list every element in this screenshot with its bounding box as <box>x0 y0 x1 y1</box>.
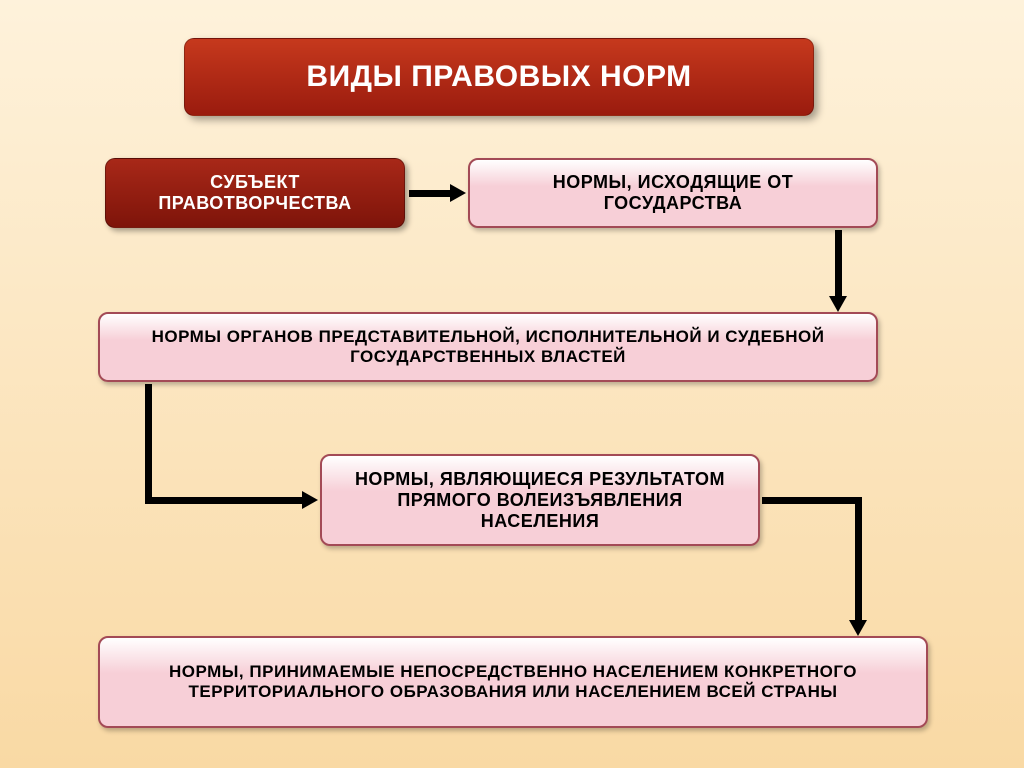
arrow-head-icon <box>450 184 466 202</box>
diagram-container: ВИДЫ ПРАВОВЫХ НОРМ СУБЪЕКТ ПРАВОТВОРЧЕСТ… <box>0 0 1024 768</box>
connector-line <box>855 500 862 620</box>
connector-line <box>145 384 152 504</box>
node-population: НОРМЫ, ПРИНИМАЕМЫЕ НЕПОСРЕДСТВЕННО НАСЕЛ… <box>98 636 928 728</box>
connector-line <box>409 190 450 197</box>
node-branches: НОРМЫ ОРГАНОВ ПРЕДСТАВИТЕЛЬНОЙ, ИСПОЛНИТ… <box>98 312 878 382</box>
connector-line <box>762 497 862 504</box>
node-population-text: НОРМЫ, ПРИНИМАЕМЫЕ НЕПОСРЕДСТВЕННО НАСЕЛ… <box>118 662 908 702</box>
arrow-head-icon <box>302 491 318 509</box>
node-direct-will: НОРМЫ, ЯВЛЯЮЩИЕСЯ РЕЗУЛЬТАТОМ ПРЯМОГО ВО… <box>320 454 760 546</box>
connector-line <box>835 230 842 296</box>
node-direct-will-text: НОРМЫ, ЯВЛЯЮЩИЕСЯ РЕЗУЛЬТАТОМ ПРЯМОГО ВО… <box>340 469 740 532</box>
slide-title: ВИДЫ ПРАВОВЫХ НОРМ <box>184 38 814 116</box>
arrow-head-icon <box>829 296 847 312</box>
node-subject-text: СУБЪЕКТ ПРАВОТВОРЧЕСТВА <box>124 172 386 214</box>
node-state-norms-text: НОРМЫ, ИСХОДЯЩИЕ ОТ ГОСУДАРСТВА <box>488 172 858 214</box>
node-state-norms: НОРМЫ, ИСХОДЯЩИЕ ОТ ГОСУДАРСТВА <box>468 158 878 228</box>
slide-title-text: ВИДЫ ПРАВОВЫХ НОРМ <box>306 60 691 94</box>
arrow-head-icon <box>849 620 867 636</box>
node-branches-text: НОРМЫ ОРГАНОВ ПРЕДСТАВИТЕЛЬНОЙ, ИСПОЛНИТ… <box>118 327 858 367</box>
node-subject: СУБЪЕКТ ПРАВОТВОРЧЕСТВА <box>105 158 405 228</box>
connector-line <box>145 497 303 504</box>
